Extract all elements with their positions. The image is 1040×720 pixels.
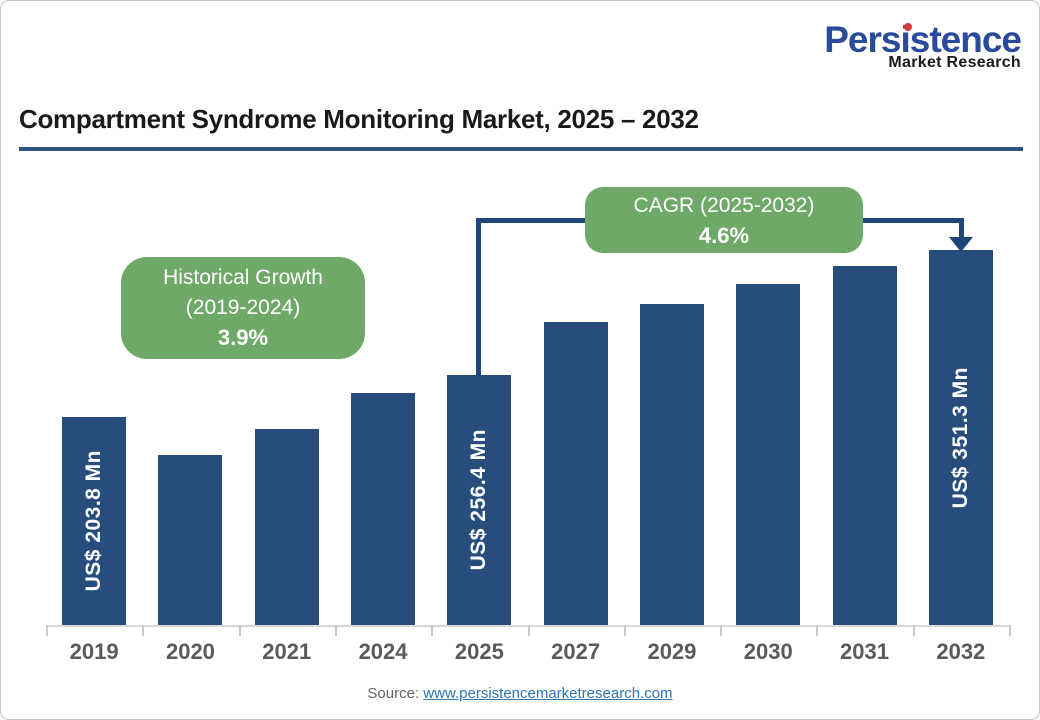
bar-2021 (254, 429, 319, 625)
title-underline (19, 147, 1023, 151)
x-axis-tick (912, 625, 915, 636)
historical-growth-value: 3.9% (217, 325, 269, 350)
bar-chart-plot: US$ 203.8 Mn US$ 256.4 Mn US$ 351.3 Mn (46, 1, 1009, 625)
bar-value-label: US$ 256.4 Mn (467, 429, 491, 571)
x-axis-tick (142, 625, 145, 636)
bar-value-label: US$ 351.3 Mn (948, 366, 972, 509)
x-axis-label-2027: 2027 (551, 639, 601, 664)
bar-column-2019: US$ 203.8 Mn (46, 417, 142, 625)
bar-2024 (351, 393, 416, 625)
x-axis-tick (816, 625, 819, 636)
logo-i-dot-icon (903, 23, 912, 31)
x-axis-tick (623, 625, 626, 636)
bar-2032: US$ 351.3 Mn (928, 250, 993, 625)
bar-value-label: US$ 203.8 Mn (82, 450, 106, 592)
source-line: Source: www.persistencemarketresearch.co… (1, 685, 1039, 702)
bar-2027 (543, 322, 608, 625)
bar-column-2025: US$ 256.4 Mn (431, 375, 527, 625)
x-axis-tick (527, 625, 530, 636)
bar-2019: US$ 203.8 Mn (62, 417, 127, 625)
cagr-callout: CAGR (2025-2032) 4.6% (585, 187, 863, 253)
source-link[interactable]: www.persistencemarketresearch.com (423, 685, 673, 702)
bar-column-2027 (527, 322, 623, 625)
x-axis-tick (720, 625, 723, 636)
historical-growth-callout: Historical Growth (2019-2024) 3.9% (121, 257, 365, 359)
bar-column-2030 (720, 284, 816, 625)
bar-2030 (736, 284, 801, 625)
brand-logo: Persistence Market Research (824, 19, 1022, 72)
x-axis-label-2020: 2020 (165, 639, 215, 664)
cagr-value: 4.6% (698, 223, 750, 248)
x-axis-label-2031: 2031 (840, 639, 889, 664)
x-axis-tick (1009, 625, 1011, 636)
bar-2020 (158, 455, 223, 625)
x-axis-tick (334, 625, 337, 636)
x-axis-ticks (46, 625, 1011, 637)
bar-column-2020 (142, 455, 238, 625)
x-axis-tick (238, 625, 241, 636)
source-label: Source: (367, 685, 420, 702)
x-axis-tick (46, 625, 48, 636)
x-axis-label-2021: 2021 (262, 639, 312, 664)
x-axis-labels: 2019 2020 2021 2024 2025 2027 2029 2030 2031 2032 (46, 639, 1009, 665)
bar-column-2029 (624, 304, 720, 625)
logo-subtitle: Market Research (888, 54, 1021, 71)
bar-column-2024 (335, 393, 431, 625)
historical-growth-line2: (2019-2024) (185, 296, 301, 319)
x-axis-tick (431, 625, 434, 636)
bar-column-2021 (239, 429, 335, 625)
x-axis-label-2025: 2025 (454, 639, 504, 664)
bar-column-2031 (816, 266, 912, 625)
bar-2025: US$ 256.4 Mn (447, 375, 512, 625)
x-axis-label-2024: 2024 (358, 639, 408, 664)
historical-growth-line1: Historical Growth (163, 266, 323, 289)
arrow-down-icon (949, 237, 973, 252)
x-axis-label-2032: 2032 (936, 639, 986, 664)
x-axis-label-2019: 2019 (69, 639, 119, 664)
bar-2031 (832, 266, 897, 625)
x-axis-label-2030: 2030 (743, 639, 793, 664)
cagr-line1: CAGR (2025-2032) (633, 194, 815, 217)
bar-column-2032: US$ 351.3 Mn (913, 250, 1009, 625)
cagr-bracket-right-line (959, 223, 964, 239)
page-title: Compartment Syndrome Monitoring Market, … (19, 104, 699, 134)
cagr-bracket-left-line (476, 218, 481, 376)
logo-brand-text: Persistence (824, 19, 1022, 60)
x-axis-label-2029: 2029 (647, 639, 697, 664)
logo-brand-wrap: Persistence (824, 19, 1022, 60)
bar-2029 (639, 304, 704, 625)
